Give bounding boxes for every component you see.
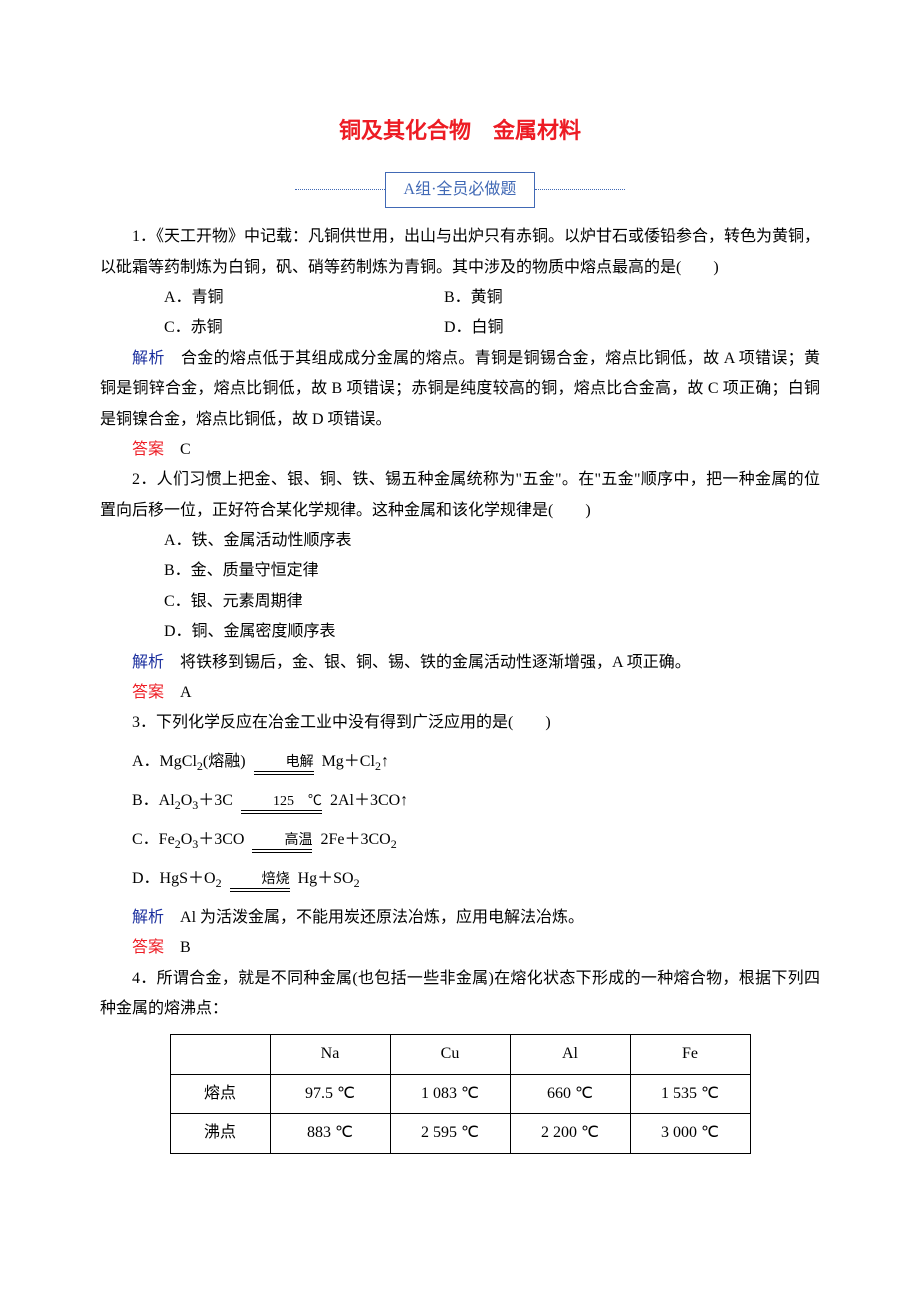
q2-opt-b: B．金、质量守恒定律	[164, 556, 820, 586]
q3-analysis: 解析 Al 为活泼金属，不能用炭还原法冶炼，应用电解法冶炼。	[100, 903, 820, 933]
q1-options: A．青铜 B．黄铜 C．赤铜 D．白铜	[100, 283, 820, 344]
condition-text: 焙烧	[230, 872, 290, 887]
analysis-label: 解析	[132, 909, 164, 926]
table-header-row: NaCuAlFe	[170, 1035, 750, 1074]
answer-label: 答案	[132, 441, 164, 458]
q1-opt-a: A．青铜	[164, 283, 444, 313]
q1-text: 1．《天工开物》中记载：凡铜供世用，出山与出炉只有赤铜。以炉甘石或倭铅参合，转色…	[100, 222, 820, 283]
table-cell: 1 535 ℃	[630, 1074, 750, 1113]
condition-text: 电解	[254, 755, 314, 770]
eq-part: O	[181, 792, 193, 809]
page-title: 铜及其化合物 金属材料	[100, 110, 820, 152]
q2-analysis-text: 将铁移到锡后，金、银、铜、锡、铁的金属活动性逐渐增强，A 项正确。	[164, 654, 691, 671]
q1-analysis: 解析 合金的熔点低于其组成成分金属的熔点。青铜是铜锡合金，熔点比铜低，故 A 项…	[100, 344, 820, 435]
reaction-condition: 125 ℃	[241, 794, 322, 814]
reaction-condition: 高温	[252, 833, 312, 853]
q3-eq-d: D．HgS＋O2 焙烧 Hg＋SO2	[100, 864, 820, 895]
eq-sub: 2	[354, 876, 360, 890]
eq-part: B．Al	[132, 792, 175, 809]
table-cell: 1 083 ℃	[390, 1074, 510, 1113]
metals-table: NaCuAlFe 熔点97.5 ℃1 083 ℃660 ℃1 535 ℃沸点88…	[170, 1034, 751, 1153]
decor-line-right	[535, 189, 625, 190]
table-body: 熔点97.5 ℃1 083 ℃660 ℃1 535 ℃沸点883 ℃2 595 …	[170, 1074, 750, 1153]
table-cell: 2 595 ℃	[390, 1114, 510, 1153]
eq-sub: 2	[391, 837, 397, 851]
table-cell: 沸点	[170, 1114, 270, 1153]
q3-eq-c: C．Fe2O3＋3CO 高温 2Fe＋3CO2	[100, 825, 820, 856]
q1-opt-c: C．赤铜	[164, 313, 444, 343]
q2-options: A．铁、金属活动性顺序表 B．金、质量守恒定律 C．银、元素周期律 D．铜、金属…	[100, 526, 820, 648]
reaction-condition: 电解	[254, 755, 314, 775]
q1-answer-text: C	[164, 441, 191, 458]
eq-part: ＋3C	[198, 792, 233, 809]
eq-sub: 2	[216, 876, 222, 890]
q1-opt-d: D．白铜	[444, 313, 504, 343]
eq-part: D．HgS＋O	[132, 870, 216, 887]
condition-text: 高温	[252, 833, 312, 848]
analysis-label: 解析	[132, 350, 165, 367]
answer-label: 答案	[132, 939, 164, 956]
eq-arrow: ↑	[381, 753, 389, 770]
q2-opt-d: D．铜、金属密度顺序表	[164, 617, 820, 647]
table-row: 沸点883 ℃2 595 ℃2 200 ℃3 000 ℃	[170, 1114, 750, 1153]
q2-answer: 答案 A	[100, 678, 820, 708]
q2-text: 2．人们习惯上把金、银、铜、铁、锡五种金属统称为"五金"。在"五金"顺序中，把一…	[100, 465, 820, 526]
q2-analysis: 解析 将铁移到锡后，金、银、铜、锡、铁的金属活动性逐渐增强，A 项正确。	[100, 648, 820, 678]
eq-part: (熔融)	[203, 753, 246, 770]
answer-label: 答案	[132, 684, 164, 701]
table-header-cell: Al	[510, 1035, 630, 1074]
table-cell: 97.5 ℃	[270, 1074, 390, 1113]
table-header-cell	[170, 1035, 270, 1074]
q1-analysis-text: 合金的熔点低于其组成成分金属的熔点。青铜是铜锡合金，熔点比铜低，故 A 项错误；…	[100, 350, 820, 428]
q2-opt-a: A．铁、金属活动性顺序表	[164, 526, 820, 556]
eq-part: O	[181, 831, 193, 848]
table-header-cell: Fe	[630, 1035, 750, 1074]
q4-text: 4．所谓合金，就是不同种金属(也包括一些非金属)在熔化状态下形成的一种熔合物，根…	[100, 964, 820, 1025]
q3-text: 3．下列化学反应在冶金工业中没有得到广泛应用的是( )	[100, 708, 820, 738]
eq-part: A．MgCl	[132, 753, 197, 770]
eq-part: 2Al＋3CO↑	[330, 792, 408, 809]
q3-eq-b: B．Al2O3＋3C 125 ℃ 2Al＋3CO↑	[100, 786, 820, 817]
table-cell: 3 000 ℃	[630, 1114, 750, 1153]
reaction-condition: 焙烧	[230, 872, 290, 892]
q2-opt-c: C．银、元素周期律	[164, 587, 820, 617]
table-cell: 660 ℃	[510, 1074, 630, 1113]
table-header-cell: Cu	[390, 1035, 510, 1074]
table-cell: 883 ℃	[270, 1114, 390, 1153]
table-header-cell: Na	[270, 1035, 390, 1074]
q2-answer-text: A	[164, 684, 192, 701]
group-label-box: A组·全员必做题	[385, 172, 536, 208]
eq-part: C．Fe	[132, 831, 175, 848]
q3-analysis-text: Al 为活泼金属，不能用炭还原法冶炼，应用电解法冶炼。	[164, 909, 584, 926]
eq-part: Hg＋SO	[298, 870, 354, 887]
table-cell: 2 200 ℃	[510, 1114, 630, 1153]
q1-answer: 答案 C	[100, 435, 820, 465]
table-row: 熔点97.5 ℃1 083 ℃660 ℃1 535 ℃	[170, 1074, 750, 1113]
table-cell: 熔点	[170, 1074, 270, 1113]
q3-eq-a: A．MgCl2(熔融) 电解 Mg＋Cl2↑	[100, 747, 820, 778]
q3-answer: 答案 B	[100, 933, 820, 963]
decor-line-left	[295, 189, 385, 190]
q3-answer-text: B	[164, 939, 191, 956]
group-header: A组·全员必做题	[100, 172, 820, 208]
eq-part: Mg＋Cl	[322, 753, 375, 770]
q1-opt-b: B．黄铜	[444, 283, 503, 313]
eq-part: 2Fe＋3CO	[320, 831, 390, 848]
analysis-label: 解析	[132, 654, 164, 671]
condition-text: 125 ℃	[241, 794, 322, 809]
eq-part: ＋3CO	[198, 831, 244, 848]
